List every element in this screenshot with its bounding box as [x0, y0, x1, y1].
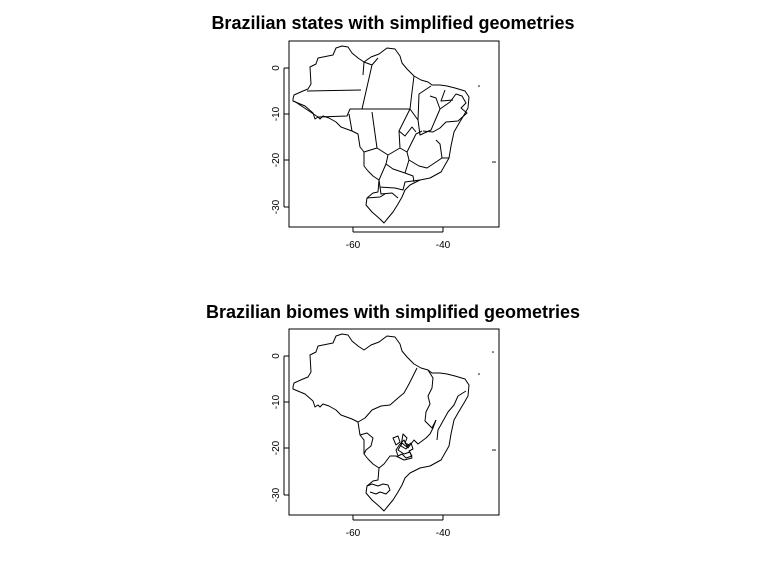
island [478, 85, 480, 87]
states-plot-box [288, 40, 500, 228]
state-border [417, 95, 441, 136]
state-border [371, 57, 379, 66]
island [494, 449, 496, 451]
state-border [366, 193, 386, 199]
state-border [362, 61, 365, 76]
states-x-tick-label: -40 [436, 240, 451, 251]
states-map-panel: 0 -10 -20 -30 -60 -40 [271, 40, 500, 251]
state-border [378, 163, 421, 191]
states-map-geometry [292, 45, 496, 224]
island [492, 449, 494, 451]
state-border [385, 151, 410, 174]
states-y-tick-label: -10 [271, 106, 282, 121]
state-border [399, 130, 423, 153]
biome-border [366, 483, 391, 495]
states-y-tick-label: -20 [271, 152, 282, 167]
biomes-y-tick-label: 0 [271, 353, 282, 359]
state-border [362, 75, 415, 110]
biome-border [436, 390, 467, 441]
biome-border [424, 369, 437, 429]
island [492, 161, 494, 163]
island [494, 161, 496, 163]
biome-enclave [400, 433, 410, 450]
biome-border [378, 419, 437, 469]
states-y-tick-label: -30 [271, 199, 282, 214]
state-border [398, 126, 417, 137]
island [478, 373, 480, 375]
biome-enclave [395, 439, 414, 459]
map-title-states: Brazilian states with simplified geometr… [211, 13, 575, 33]
states-x-tick-label: -60 [346, 240, 361, 251]
state-border [408, 139, 443, 169]
biomes-y-tick-label: -30 [271, 487, 282, 502]
biomes-y-tick-label: -20 [271, 440, 282, 455]
island [492, 351, 494, 353]
biomes-y-tick-label: -10 [271, 394, 282, 409]
state-border [363, 111, 378, 153]
biome-border [359, 432, 374, 455]
state-border [376, 108, 411, 156]
biomes-x-tick-label: -60 [346, 528, 361, 539]
state-border [306, 89, 362, 92]
states-y-tick-label: 0 [271, 65, 282, 71]
map-title-biomes: Brazilian biomes with simplified geometr… [205, 302, 581, 322]
state-border [422, 93, 468, 133]
state-border [440, 89, 454, 102]
biomes-plot-box [288, 328, 500, 516]
country-outline [292, 45, 470, 224]
biomes-map-panel: 0 -10 -20 -30 -60 -40 [271, 328, 500, 539]
state-border [379, 186, 399, 199]
biomes-x-tick-label: -40 [436, 528, 451, 539]
biome-enclave [392, 435, 401, 446]
country-outline [292, 333, 470, 512]
state-border [409, 85, 432, 121]
state-border [348, 113, 353, 132]
biomes-map-geometry [292, 333, 496, 512]
biome-border [357, 367, 418, 423]
state-border [404, 172, 415, 183]
